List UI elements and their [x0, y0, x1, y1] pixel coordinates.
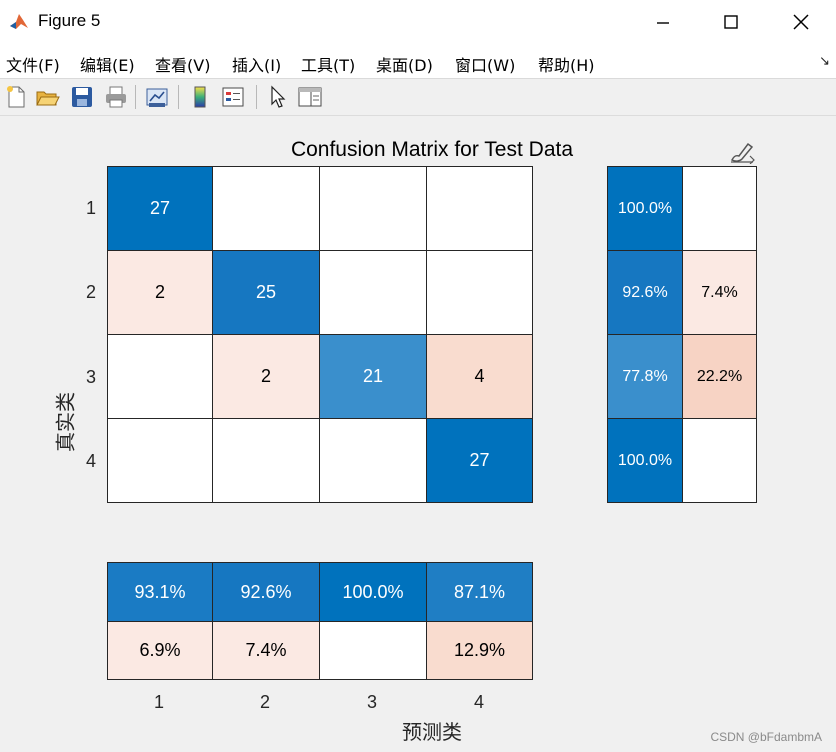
menu-tools[interactable]: 工具(T) — [301, 56, 356, 75]
row-tick-label: 3 — [86, 367, 97, 387]
row-summary-cell — [682, 418, 757, 503]
toolbar-separator — [178, 85, 179, 109]
matrix-cell — [107, 418, 213, 503]
column-summary-cell — [319, 621, 427, 680]
menu-help[interactable]: 帮助(H) — [538, 56, 595, 75]
matrix-cell-value: 25 — [255, 282, 277, 302]
column-summary-cell: 93.1% — [107, 562, 213, 622]
matrix-cell: 4 — [426, 334, 533, 419]
row-summary-value: 7.4% — [701, 283, 738, 301]
maximize-button[interactable] — [708, 6, 754, 38]
column-summary-cell: 100.0% — [319, 562, 427, 622]
matrix-cell-value: 21 — [362, 366, 384, 386]
row-summary-value: 92.6% — [622, 283, 668, 301]
matrix-cell: 21 — [319, 334, 427, 419]
matrix-cell: 27 — [107, 166, 213, 251]
save-icon[interactable] — [69, 84, 95, 110]
open-file-icon[interactable] — [34, 84, 60, 110]
row-tick-label: 1 — [86, 198, 97, 218]
dock-arrow-icon[interactable]: ↘ — [819, 54, 830, 69]
close-button[interactable] — [778, 6, 824, 38]
column-summary-cell: 7.4% — [212, 621, 320, 680]
title-bar: Figure 5 — [0, 0, 836, 44]
matrix-cell-value: 27 — [149, 198, 171, 218]
close-icon — [793, 14, 809, 30]
row-summary-cell: 100.0% — [607, 418, 683, 503]
matrix-cell: 2 — [212, 334, 320, 419]
row-tick-label: 4 — [86, 451, 97, 471]
row-summary-cell: 92.6% — [607, 250, 683, 335]
matrix-cell-value: 4 — [474, 366, 485, 386]
colorbar-icon[interactable] — [187, 84, 213, 110]
matrix-cell — [319, 418, 427, 503]
menu-desktop[interactable]: 桌面(D) — [376, 56, 433, 75]
row-tick-label: 2 — [86, 282, 97, 302]
menu-insert[interactable]: 插入(I) — [232, 56, 282, 75]
toolbar-separator — [135, 85, 136, 109]
matrix-cell — [212, 418, 320, 503]
column-tick-label: 1 — [154, 692, 165, 712]
row-summary-cell — [682, 166, 757, 251]
matrix-cell — [319, 166, 427, 251]
y-axis-label: 真实类 — [53, 392, 78, 452]
row-summary-value: 100.0% — [617, 199, 673, 217]
matrix-cell-value: 27 — [469, 450, 490, 470]
menu-edit[interactable]: 编辑(E) — [80, 56, 135, 75]
menu-bar: 文件(F) 编辑(E) 查看(V) 插入(I) 工具(T) 桌面(D) 窗口(W… — [0, 44, 836, 79]
row-summary-value: 77.8% — [622, 367, 668, 385]
chart-title: Confusion Matrix for Test Data — [290, 138, 574, 161]
row-summary-cell: 77.8% — [607, 334, 683, 419]
brush-edit-icon[interactable] — [728, 138, 756, 164]
watermark: CSDN @bFdambmA — [710, 730, 822, 744]
link-plot-icon[interactable] — [144, 84, 170, 110]
column-summary-value: 7.4% — [245, 640, 287, 660]
column-summary-cell: 6.9% — [107, 621, 213, 680]
column-summary-value: 12.9% — [453, 640, 506, 660]
menu-window[interactable]: 窗口(W) — [455, 56, 516, 75]
column-summary-value: 87.1% — [453, 581, 506, 602]
matrix-cell — [426, 250, 533, 335]
column-tick-label: 2 — [260, 692, 271, 712]
matrix-cell — [426, 166, 533, 251]
menu-view[interactable]: 查看(V) — [155, 56, 211, 75]
row-summary-value: 100.0% — [617, 451, 673, 469]
new-figure-icon[interactable] — [3, 84, 29, 110]
matrix-cell — [319, 250, 427, 335]
legend-icon[interactable] — [220, 84, 246, 110]
row-summary-cell: 100.0% — [607, 166, 683, 251]
column-summary-value: 92.6% — [240, 581, 292, 602]
figure-toolbar — [0, 79, 836, 116]
minimize-button[interactable] — [640, 6, 686, 38]
matrix-cell-value: 2 — [154, 282, 165, 302]
column-summary-cell: 87.1% — [426, 562, 533, 622]
print-icon[interactable] — [103, 84, 129, 110]
row-summary-value: 22.2% — [696, 367, 743, 385]
row-summary-cell: 7.4% — [682, 250, 757, 335]
matrix-cell: 25 — [212, 250, 320, 335]
column-summary-cell: 12.9% — [426, 621, 533, 680]
column-summary-value: 6.9% — [139, 640, 181, 660]
toolbar-separator — [256, 85, 257, 109]
maximize-icon — [724, 15, 738, 29]
matlab-icon — [8, 11, 30, 33]
menu-file[interactable]: 文件(F) — [6, 56, 60, 75]
column-tick-label: 3 — [367, 692, 378, 712]
matrix-cell-value: 2 — [260, 366, 271, 386]
matrix-cell: 2 — [107, 250, 213, 335]
window-title: Figure 5 — [38, 11, 101, 30]
column-summary-value: 93.1% — [134, 581, 186, 602]
column-tick-label: 4 — [474, 692, 485, 712]
matrix-cell — [107, 334, 213, 419]
minimize-icon — [657, 22, 669, 24]
x-axis-label: 预测类 — [402, 720, 462, 744]
column-summary-value: 100.0% — [342, 581, 404, 602]
column-summary-cell: 92.6% — [212, 562, 320, 622]
matrix-cell: 27 — [426, 418, 533, 503]
matrix-cell — [212, 166, 320, 251]
property-inspector-icon[interactable] — [297, 84, 323, 110]
row-summary-cell: 22.2% — [682, 334, 757, 419]
pointer-icon[interactable] — [264, 84, 290, 110]
